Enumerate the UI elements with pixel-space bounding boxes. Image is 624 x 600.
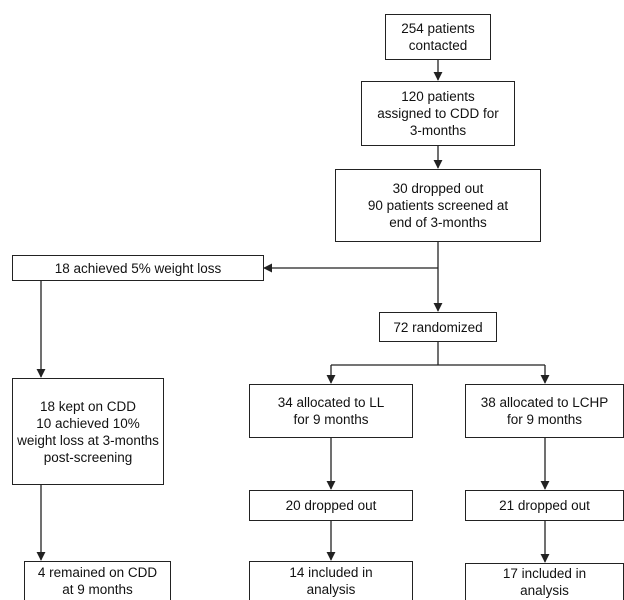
box-remained-cdd-text: 4 remained on CDD at 9 months <box>37 565 158 597</box>
box-contacted-text: 254 patients contacted <box>401 21 475 53</box>
box-included-lchp-text: 17 included in analysis <box>502 566 587 598</box>
box-allocated-ll-text: 34 allocated to LL for 9 months <box>277 395 385 427</box>
box-kept-cdd: 18 kept on CDD 10 achieved 10% weight lo… <box>12 378 164 485</box>
box-allocated-ll: 34 allocated to LL for 9 months <box>249 384 413 438</box>
box-randomized: 72 randomized <box>379 312 497 342</box>
box-included-ll: 14 included in analysis <box>249 561 413 600</box>
box-screened-text: 30 dropped out 90 patients screened at e… <box>367 181 509 230</box>
box-contacted: 254 patients contacted <box>385 14 491 60</box>
box-kept-cdd-text: 18 kept on CDD 10 achieved 10% weight lo… <box>17 398 159 465</box>
box-achieved-5pct: 18 achieved 5% weight loss <box>12 255 264 281</box>
box-assigned-cdd-text: 120 patients assigned to CDD for 3-month… <box>377 89 499 138</box>
box-dropped-lchp-text: 21 dropped out <box>499 498 590 513</box>
box-dropped-ll: 20 dropped out <box>249 490 413 521</box>
box-allocated-lchp-text: 38 allocated to LCHP for 9 months <box>480 395 609 427</box>
box-dropped-ll-text: 20 dropped out <box>285 498 377 513</box>
box-included-ll-text: 14 included in analysis <box>289 565 373 597</box>
box-screened: 30 dropped out 90 patients screened at e… <box>335 169 541 242</box>
box-allocated-lchp: 38 allocated to LCHP for 9 months <box>465 384 624 438</box>
box-remained-cdd: 4 remained on CDD at 9 months <box>24 561 171 600</box>
box-achieved-5pct-text: 18 achieved 5% weight loss <box>54 260 222 276</box>
box-assigned-cdd: 120 patients assigned to CDD for 3-month… <box>361 81 515 146</box>
box-randomized-text: 72 randomized <box>393 319 483 335</box>
box-dropped-lchp: 21 dropped out <box>465 490 624 521</box>
box-included-lchp: 17 included in analysis <box>465 563 624 600</box>
